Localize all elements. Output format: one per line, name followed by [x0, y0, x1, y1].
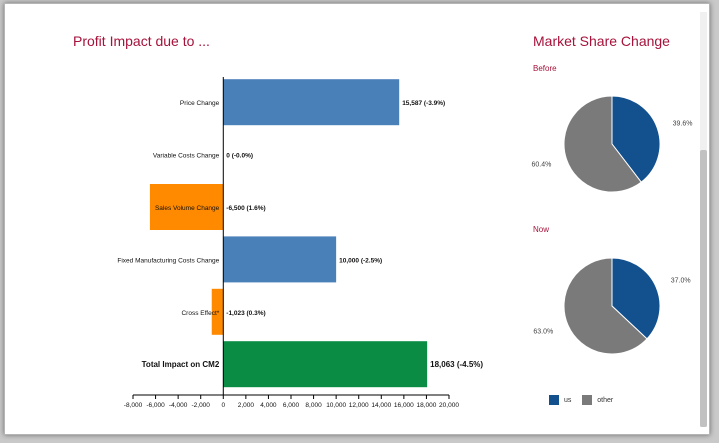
category-label-5: Total Impact on CM2	[142, 360, 220, 369]
legend-us-swatch	[549, 395, 559, 405]
pie1-slice-other	[563, 257, 648, 355]
bar-4	[211, 288, 224, 335]
dashboard-window: Profit Impact due to ... Market Share Ch…	[4, 3, 710, 435]
before-pie-chart: 39.6% 60.4%	[532, 95, 693, 193]
x-tick-label-10: 12,000	[349, 402, 369, 409]
x-tick-label-4: 0	[221, 402, 225, 409]
x-tick-label-7: 6,000	[283, 402, 300, 409]
x-tick-label-14: 20,000	[439, 402, 459, 409]
pie-legend: us other	[549, 395, 613, 405]
x-tick-label-5: 2,000	[238, 402, 255, 409]
value-label-0: 15,587 (-3.9%)	[402, 100, 445, 107]
legend-other-swatch	[582, 395, 593, 405]
pie1-slice-us	[611, 257, 661, 340]
x-tick-label-6: 4,000	[260, 402, 277, 409]
legend-other-label: other	[597, 396, 614, 404]
x-tick-label-13: 18,000	[416, 402, 436, 409]
vertical-scrollbar[interactable]	[700, 12, 707, 427]
x-tick-label-8: 8,000	[305, 402, 322, 409]
pie0-slice-us	[611, 95, 661, 183]
x-tick-label-11: 14,000	[371, 402, 391, 409]
profit-impact-bar-chart: Price Change 15,587 (-3.9%) Variable Costs…	[117, 77, 483, 409]
x-tick-label-1: -6,000	[146, 402, 165, 409]
pie0-label-other: 60.4%	[532, 162, 552, 169]
bar-5	[223, 341, 428, 388]
category-label-3: Fixed Manufacturing Costs Change	[117, 257, 219, 264]
category-label-2: Sales Volume Change	[155, 205, 220, 212]
now-pie-title: Now	[533, 225, 550, 234]
pie1-label-us: 37.0%	[671, 278, 691, 285]
bar-2	[149, 184, 224, 230]
x-tick-label-12: 16,000	[394, 402, 414, 409]
x-tick-label-3: -2,000	[191, 402, 210, 409]
category-label-1: Variable Costs Change	[153, 153, 220, 160]
x-tick-label-9: 10,000	[326, 402, 346, 409]
pie0-label-us: 39.6%	[673, 120, 693, 127]
value-label-5: 18,063 (-4.5%)	[430, 360, 483, 369]
market-share-title: Market Share Change	[533, 33, 670, 49]
x-tick-label-0: -8,000	[124, 402, 143, 409]
profit-impact-title: Profit Impact due to ...	[73, 33, 210, 49]
x-tick-label-2: -4,000	[169, 402, 188, 409]
pie1-label-other: 63.0%	[533, 328, 553, 335]
category-label-4: Cross Effect*	[181, 310, 219, 317]
category-label-0: Price Change	[180, 100, 220, 107]
bar-3	[223, 236, 337, 283]
legend-us-label: us	[563, 396, 572, 404]
pie0-slice-other	[563, 95, 642, 193]
now-pie-chart: 37.0% 63.0%	[533, 257, 691, 355]
value-label-1: 0 (-0.0%)	[226, 153, 253, 160]
value-label-2: -6,500 (1.6%)	[226, 205, 265, 212]
value-label-4: -1,023 (0.3%)	[226, 310, 265, 317]
bar-0	[223, 79, 400, 126]
scrollbar-thumb[interactable]	[700, 150, 707, 427]
before-pie-title: Before	[533, 64, 557, 73]
value-label-3: 10,000 (-2.5%)	[339, 257, 382, 264]
